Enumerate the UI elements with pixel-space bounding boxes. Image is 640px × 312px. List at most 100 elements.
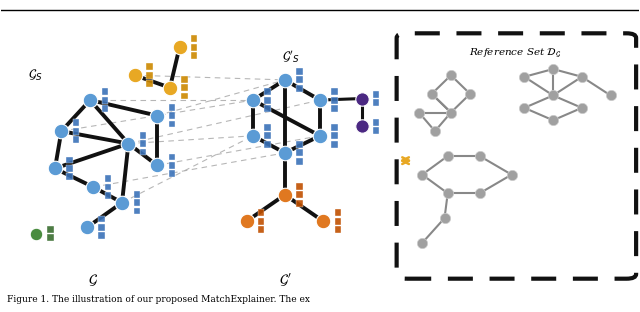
Bar [134,207,140,214]
Point [315,98,325,103]
Bar [105,192,111,199]
Bar [67,165,73,172]
Bar [332,97,338,104]
Bar [140,140,147,147]
Bar [191,52,197,59]
Point [85,98,95,103]
Point [465,91,475,96]
Point [241,219,252,224]
Bar [296,141,303,148]
Bar [169,112,175,119]
Point [318,219,328,224]
Point [280,77,290,82]
Bar [332,124,338,131]
Bar [296,191,303,198]
Point [280,192,290,197]
Bar [258,209,264,216]
Bar [73,136,79,143]
Text: $\mathcal{G}'_S$: $\mathcal{G}'_S$ [282,48,300,65]
Point [548,118,558,123]
Bar [335,209,341,216]
Point [356,124,367,129]
Text: Figure 1. The illustration of our proposed MatchExplainer. The ex: Figure 1. The illustration of our propos… [7,295,310,304]
Point [577,74,587,79]
Point [506,172,516,177]
Point [430,129,440,134]
Bar [264,124,271,131]
Point [548,93,558,98]
Bar [296,76,303,83]
Point [427,91,437,96]
Point [280,150,290,155]
Bar [335,226,341,233]
Point [443,154,453,158]
Point [356,96,367,101]
Bar [264,141,271,148]
Point [519,74,529,79]
Bar [67,157,73,163]
Bar [102,88,108,95]
Bar [258,218,264,225]
Bar [264,97,271,104]
Point [474,154,484,158]
Bar [296,200,303,207]
Bar [169,162,175,169]
Bar [296,68,303,75]
Point [248,133,258,138]
Bar [47,234,54,241]
Point [124,141,134,146]
Text: $\mathcal{G}$: $\mathcal{G}$ [88,272,99,288]
Point [82,225,92,230]
Point [130,73,140,78]
Point [165,85,175,90]
Bar [191,36,197,42]
Bar [169,104,175,111]
Bar [181,84,188,91]
Point [117,200,127,205]
Point [56,129,67,134]
Point [31,231,41,236]
Point [174,45,184,50]
Point [443,191,453,196]
Bar [147,63,153,70]
Bar [169,170,175,177]
Bar [296,183,303,190]
Point [414,110,424,115]
Point [474,191,484,196]
Bar [296,158,303,165]
Text: Reference Set $\mathcal{D}_\mathcal{G}$: Reference Set $\mathcal{D}_\mathcal{G}$ [468,47,561,60]
Bar [169,121,175,127]
Point [315,133,325,138]
Bar [105,184,111,191]
Bar [264,88,271,95]
Bar [140,149,147,155]
Point [440,216,450,221]
Bar [134,199,140,206]
FancyBboxPatch shape [397,33,636,279]
Point [577,105,587,110]
Point [446,110,456,115]
Bar [332,88,338,95]
Bar [140,132,147,139]
Point [152,163,163,168]
Bar [181,76,188,83]
Bar [102,97,108,104]
Point [152,113,163,118]
Bar [147,72,153,79]
Bar [181,93,188,100]
Bar [99,232,105,239]
Bar [264,105,271,112]
Bar [373,91,380,98]
Point [50,166,60,171]
Text: $\mathcal{G}_S$: $\mathcal{G}_S$ [29,68,43,83]
Bar [73,119,79,126]
Bar [296,85,303,92]
Bar [332,105,338,112]
Bar [332,132,338,139]
Bar [102,105,108,112]
Point [417,241,428,246]
Bar [373,127,380,134]
Bar [296,149,303,156]
Bar [332,141,338,148]
Bar [134,191,140,197]
